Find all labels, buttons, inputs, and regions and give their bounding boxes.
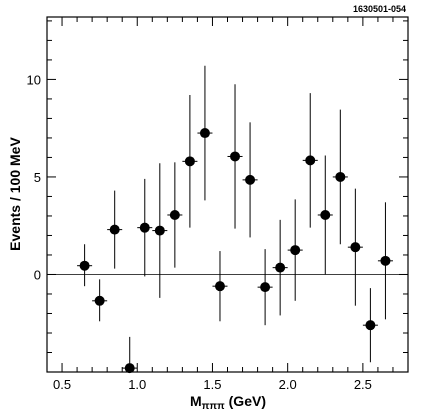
data-marker xyxy=(230,151,241,162)
y-tick-label: 0 xyxy=(34,267,41,282)
figure-id: 1630501-054 xyxy=(353,4,406,14)
data-point xyxy=(317,155,333,275)
data-marker xyxy=(335,171,346,182)
data-point xyxy=(197,65,213,201)
data-point xyxy=(212,251,228,322)
data-point xyxy=(77,244,93,287)
x-axis-title-subscript: πππ xyxy=(202,401,225,412)
y-tick-label: 5 xyxy=(34,170,41,185)
data-marker xyxy=(305,155,316,166)
data-points xyxy=(77,65,393,374)
x-axis-ticks: 0.5 1.0 1.5 2.0 2.5 xyxy=(46,17,409,392)
x-tick-label: 0.5 xyxy=(53,377,71,392)
data-point xyxy=(287,199,303,301)
y-axis-title: Events / 100 MeV xyxy=(7,137,23,251)
y-tick-label: 10 xyxy=(27,72,41,87)
data-point xyxy=(377,202,393,320)
data-point xyxy=(107,190,123,269)
data-point xyxy=(152,163,168,298)
data-marker xyxy=(290,245,301,256)
x-tick-label: 2.0 xyxy=(279,377,297,392)
data-marker xyxy=(154,225,165,236)
x-tick-label: 1.0 xyxy=(128,377,146,392)
y-axis-ticks: 0 5 10 xyxy=(27,20,408,373)
data-point xyxy=(257,249,273,326)
data-point xyxy=(332,109,348,245)
x-axis-title: Mπππ (GeV) xyxy=(190,393,266,412)
data-marker xyxy=(260,282,271,293)
data-marker xyxy=(139,222,150,233)
data-marker xyxy=(184,156,195,167)
data-point xyxy=(182,95,198,228)
data-marker xyxy=(245,174,256,185)
data-point xyxy=(137,178,153,277)
data-marker xyxy=(124,363,135,374)
data-point xyxy=(92,279,108,322)
data-marker xyxy=(109,224,120,235)
data-marker xyxy=(365,320,376,331)
data-point xyxy=(302,93,318,228)
data-marker xyxy=(320,209,331,220)
data-marker xyxy=(350,242,361,253)
data-marker xyxy=(214,281,225,292)
data-point xyxy=(242,122,258,238)
data-point xyxy=(272,219,288,316)
x-axis-title-unit: (GeV) xyxy=(229,393,266,409)
data-marker xyxy=(275,262,286,273)
x-tick-label: 2.5 xyxy=(354,377,372,392)
data-marker xyxy=(380,255,391,266)
data-marker xyxy=(79,260,90,271)
data-point xyxy=(122,336,138,374)
x-axis-title-main: M xyxy=(190,393,202,409)
data-point xyxy=(227,84,243,229)
data-point xyxy=(167,162,183,268)
plot-frame xyxy=(46,16,409,373)
data-point xyxy=(347,188,363,306)
data-marker xyxy=(94,295,105,306)
x-tick-label: 1.5 xyxy=(203,377,221,392)
data-marker xyxy=(199,128,210,139)
data-marker xyxy=(169,209,180,220)
data-point xyxy=(362,288,378,363)
